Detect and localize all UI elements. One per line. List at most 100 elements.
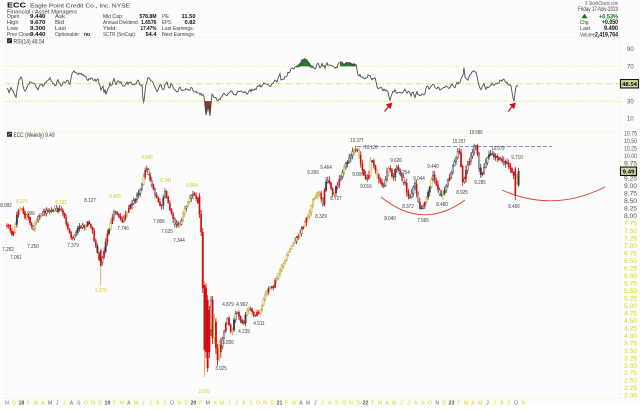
svg-text:30: 30	[627, 99, 634, 105]
svg-text:Eagle Point Credit Co., Inc. N: Eagle Point Credit Co., Inc. NYSE	[30, 3, 130, 9]
svg-text:J: J	[314, 401, 317, 406]
svg-text:9.285: 9.285	[474, 180, 486, 186]
svg-text:9.440: 9.440	[30, 32, 46, 38]
svg-text:4.511: 4.511	[253, 321, 265, 327]
svg-text:2.50: 2.50	[624, 379, 638, 385]
svg-text:9.00: 9.00	[624, 184, 638, 190]
svg-text:9.626: 9.626	[390, 158, 402, 164]
svg-text:8.864: 8.864	[186, 183, 198, 189]
svg-text:9.670: 9.670	[30, 20, 46, 26]
svg-text:9.016: 9.016	[360, 184, 372, 190]
svg-text:5.875: 5.875	[95, 288, 107, 294]
svg-text:Mkt Cap:: Mkt Cap:	[103, 14, 123, 20]
svg-text:S: S	[77, 401, 81, 406]
svg-text:M: M	[120, 401, 124, 406]
svg-text:Last Earnings:: Last Earnings:	[162, 26, 194, 32]
svg-text:8.925: 8.925	[456, 190, 468, 196]
svg-text:9.266: 9.266	[307, 170, 319, 176]
svg-text:9.254: 9.254	[398, 170, 410, 176]
svg-text:3.50: 3.50	[624, 349, 638, 355]
svg-text:10.75: 10.75	[624, 132, 638, 138]
svg-text:10.50: 10.50	[624, 139, 638, 145]
svg-text:F: F	[371, 401, 374, 406]
svg-text:N: N	[521, 401, 525, 406]
svg-text:M: M	[306, 401, 310, 406]
svg-text:J: J	[56, 401, 59, 406]
svg-text:F: F	[27, 401, 30, 406]
svg-text:1.6576: 1.6576	[141, 20, 157, 26]
svg-text:Volume: Volume	[580, 32, 595, 38]
svg-text:7.344: 7.344	[173, 238, 185, 244]
svg-text:8.25: 8.25	[624, 207, 638, 213]
svg-text:© StockCharts.com: © StockCharts.com	[585, 0, 618, 7]
svg-text:M: M	[48, 401, 52, 406]
svg-text:F: F	[457, 401, 460, 406]
svg-text:J: J	[400, 401, 403, 406]
svg-text:9.710: 9.710	[511, 155, 523, 161]
svg-text:5.00: 5.00	[624, 304, 638, 310]
svg-text:4.50: 4.50	[624, 319, 638, 325]
svg-text:A: A	[414, 401, 418, 406]
svg-text:8.425: 8.425	[109, 194, 121, 200]
svg-text:J: J	[407, 401, 410, 406]
svg-text:8.75: 8.75	[624, 192, 638, 198]
svg-text:90: 90	[627, 47, 634, 53]
svg-text:S: S	[163, 401, 167, 406]
svg-text:N: N	[435, 401, 439, 406]
svg-text:F: F	[113, 401, 116, 406]
svg-text:10.377: 10.377	[351, 138, 364, 144]
svg-text:Prev Close: Prev Close	[7, 32, 31, 38]
svg-text:High: High	[7, 20, 19, 26]
svg-text:ECC: ECC	[7, 2, 26, 9]
svg-text:O: O	[342, 401, 346, 406]
svg-text:8.727: 8.727	[330, 196, 342, 202]
svg-text:Open: Open	[7, 14, 20, 20]
svg-text:3.025: 3.025	[215, 366, 227, 372]
svg-text:7.806: 7.806	[153, 219, 165, 225]
svg-text:Annual Dividend:: Annual Dividend:	[103, 20, 139, 26]
svg-text:O: O	[514, 401, 518, 406]
svg-text:M: M	[392, 401, 396, 406]
svg-text:3.836: 3.836	[222, 340, 234, 346]
svg-text:M: M	[34, 401, 38, 406]
svg-text:2.625: 2.625	[198, 389, 210, 395]
svg-text:6.25: 6.25	[624, 266, 638, 272]
svg-text:D: D	[356, 401, 360, 406]
svg-text:J: J	[321, 401, 324, 406]
svg-text:10.257: 10.257	[453, 139, 466, 145]
svg-text:4.962: 4.962	[236, 302, 248, 308]
svg-text:10.079: 10.079	[492, 146, 505, 152]
svg-text:9.490: 9.490	[604, 26, 619, 32]
svg-text:11.50: 11.50	[182, 14, 196, 20]
svg-text:M: M	[206, 401, 210, 406]
svg-text:8.50: 8.50	[624, 199, 638, 205]
svg-text:M: M	[134, 401, 138, 406]
svg-text:10.00: 10.00	[624, 154, 638, 160]
svg-text:8.341: 8.341	[160, 178, 172, 184]
svg-text:A: A	[156, 401, 160, 406]
svg-text:8.276: 8.276	[16, 199, 28, 205]
svg-text:18: 18	[18, 401, 24, 406]
svg-text:J: J	[493, 401, 496, 406]
svg-text:A: A	[213, 401, 217, 406]
svg-text:D: D	[442, 401, 446, 406]
svg-text:578.8M: 578.8M	[140, 14, 157, 20]
svg-text:SCTR (SmCap):: SCTR (SmCap):	[103, 32, 136, 38]
svg-text:48.54: 48.54	[622, 82, 638, 88]
svg-text:8.092: 8.092	[0, 203, 12, 209]
svg-text:D: D	[184, 401, 188, 406]
svg-text:4.879: 4.879	[222, 302, 234, 308]
svg-text:Optionable:: Optionable:	[55, 32, 80, 38]
svg-text:7.625: 7.625	[161, 229, 173, 235]
svg-text:EPS:: EPS:	[162, 20, 172, 26]
svg-text:9.440: 9.440	[30, 14, 46, 20]
svg-text:7.746: 7.746	[117, 226, 129, 232]
svg-text:7.282: 7.282	[2, 247, 14, 253]
svg-text:10.580: 10.580	[470, 130, 483, 136]
svg-text:10: 10	[627, 117, 634, 123]
svg-text:A: A	[385, 401, 389, 406]
svg-text:J: J	[142, 401, 145, 406]
svg-text:0.82: 0.82	[185, 20, 196, 26]
svg-text:Yield:: Yield:	[103, 26, 117, 32]
svg-text:2,419,764: 2,419,764	[595, 32, 619, 38]
